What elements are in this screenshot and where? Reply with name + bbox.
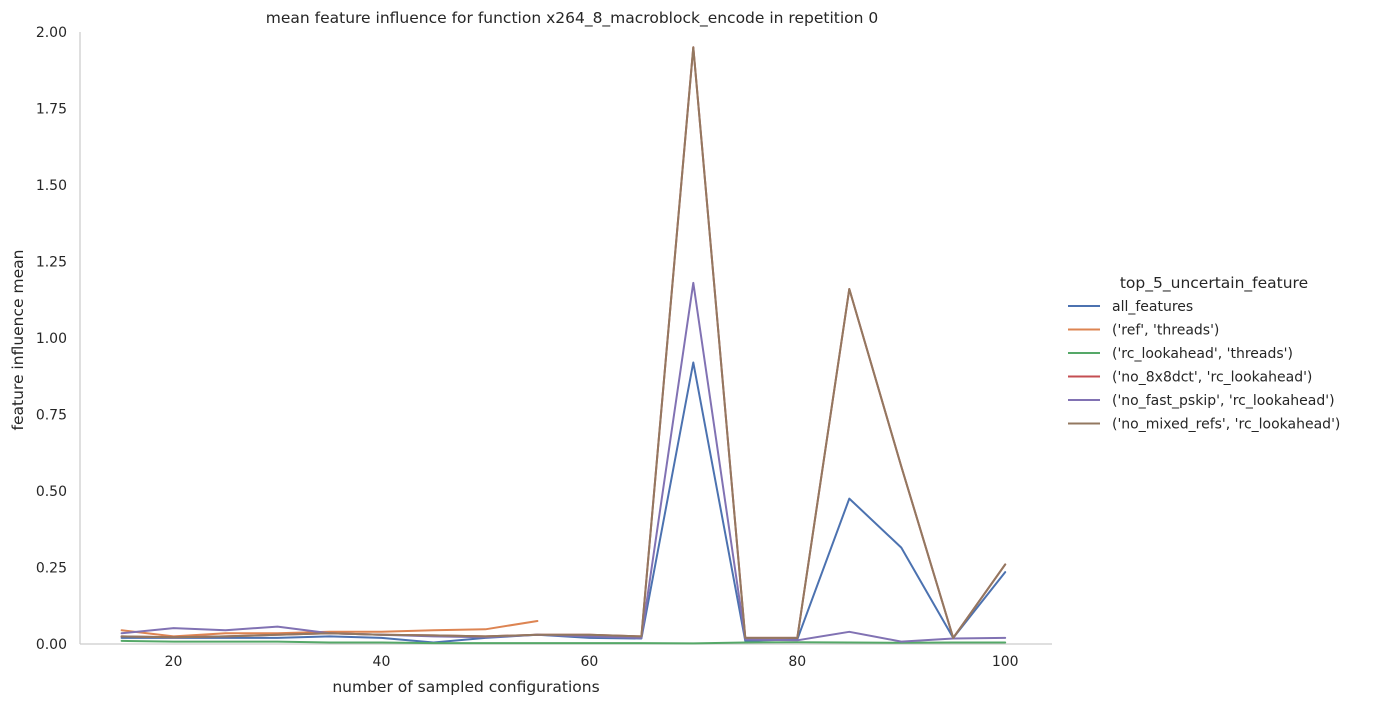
y-tick-label: 0.75 xyxy=(36,408,67,424)
legend-entry-label: ('no_fast_pskip', 'rc_lookahead') xyxy=(1112,393,1335,409)
series-line-5 xyxy=(120,46,1007,639)
x-tick-label: 40 xyxy=(373,654,391,670)
legend: top_5_uncertain_feature all_features ('re… xyxy=(1068,274,1340,433)
y-tick-label: 0.50 xyxy=(36,484,67,500)
series-line-2 xyxy=(120,639,1007,645)
y-tick-label: 1.00 xyxy=(36,331,67,347)
series-layer xyxy=(120,46,1007,645)
x-tick-label: 100 xyxy=(992,654,1019,670)
y-tick-label: 0.25 xyxy=(36,561,67,577)
legend-entry-label: all_features xyxy=(1112,299,1193,315)
y-tick-label: 1.75 xyxy=(36,102,67,118)
x-tick-label: 80 xyxy=(788,654,806,670)
axes: 20 40 60 80 100 0.00 0.25 0.50 0.75 1.00 1.25 1.50 1… xyxy=(36,25,1052,670)
x-tick-label: 20 xyxy=(165,654,183,670)
y-tick-label: 1.50 xyxy=(36,178,67,194)
y-tick-label: 2.00 xyxy=(36,25,67,41)
legend-entry-label: ('ref', 'threads') xyxy=(1112,323,1219,339)
legend-title: top_5_uncertain_feature xyxy=(1120,274,1308,293)
series-line-1 xyxy=(120,620,539,638)
legend-entry-label: ('no_8x8dct', 'rc_lookahead') xyxy=(1112,370,1312,386)
x-tick-label: 60 xyxy=(580,654,598,670)
series-line-4 xyxy=(120,281,1007,643)
series-line-0 xyxy=(120,361,1007,644)
y-tick-label: 0.00 xyxy=(36,637,67,653)
legend-entry-label: ('no_mixed_refs', 'rc_lookahead') xyxy=(1112,417,1340,433)
x-axis-label: number of sampled configurations xyxy=(332,678,599,696)
legend-entry-label: ('rc_lookahead', 'threads') xyxy=(1112,346,1293,362)
series-line-3 xyxy=(120,46,1007,639)
y-tick-label: 1.25 xyxy=(36,255,67,271)
chart-title: mean feature influence for function x264… xyxy=(266,9,878,28)
y-axis-label: feature influence mean xyxy=(9,250,27,431)
